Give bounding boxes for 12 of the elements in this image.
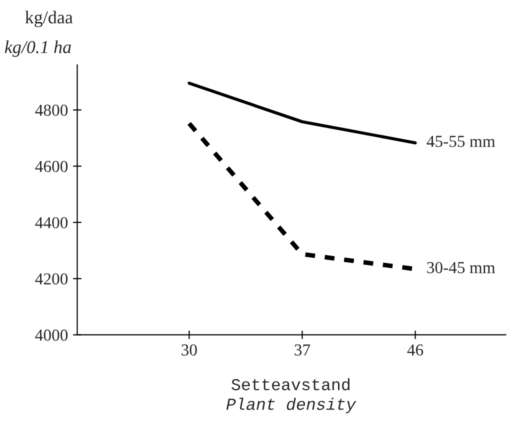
series-label: 45-55 mm: [426, 136, 496, 148]
x-tick-label: 30: [182, 344, 197, 356]
x-tick-label: 46: [407, 344, 424, 356]
y-axis-title: kg/daa kg/0.1 ha: [4, 10, 73, 57]
x-axis-title: Setteavstand Plant density: [226, 378, 356, 414]
y-tick-label: 4800: [35, 104, 68, 116]
y-tick-label: 4400: [35, 217, 68, 228]
y-tick-label: 4000: [35, 330, 68, 341]
x-tick-label: 37: [294, 344, 310, 356]
y-tick-label: 4600: [35, 160, 68, 172]
y-tick-label: 4200: [35, 273, 68, 285]
series-label: 30-45 mm: [427, 262, 496, 274]
